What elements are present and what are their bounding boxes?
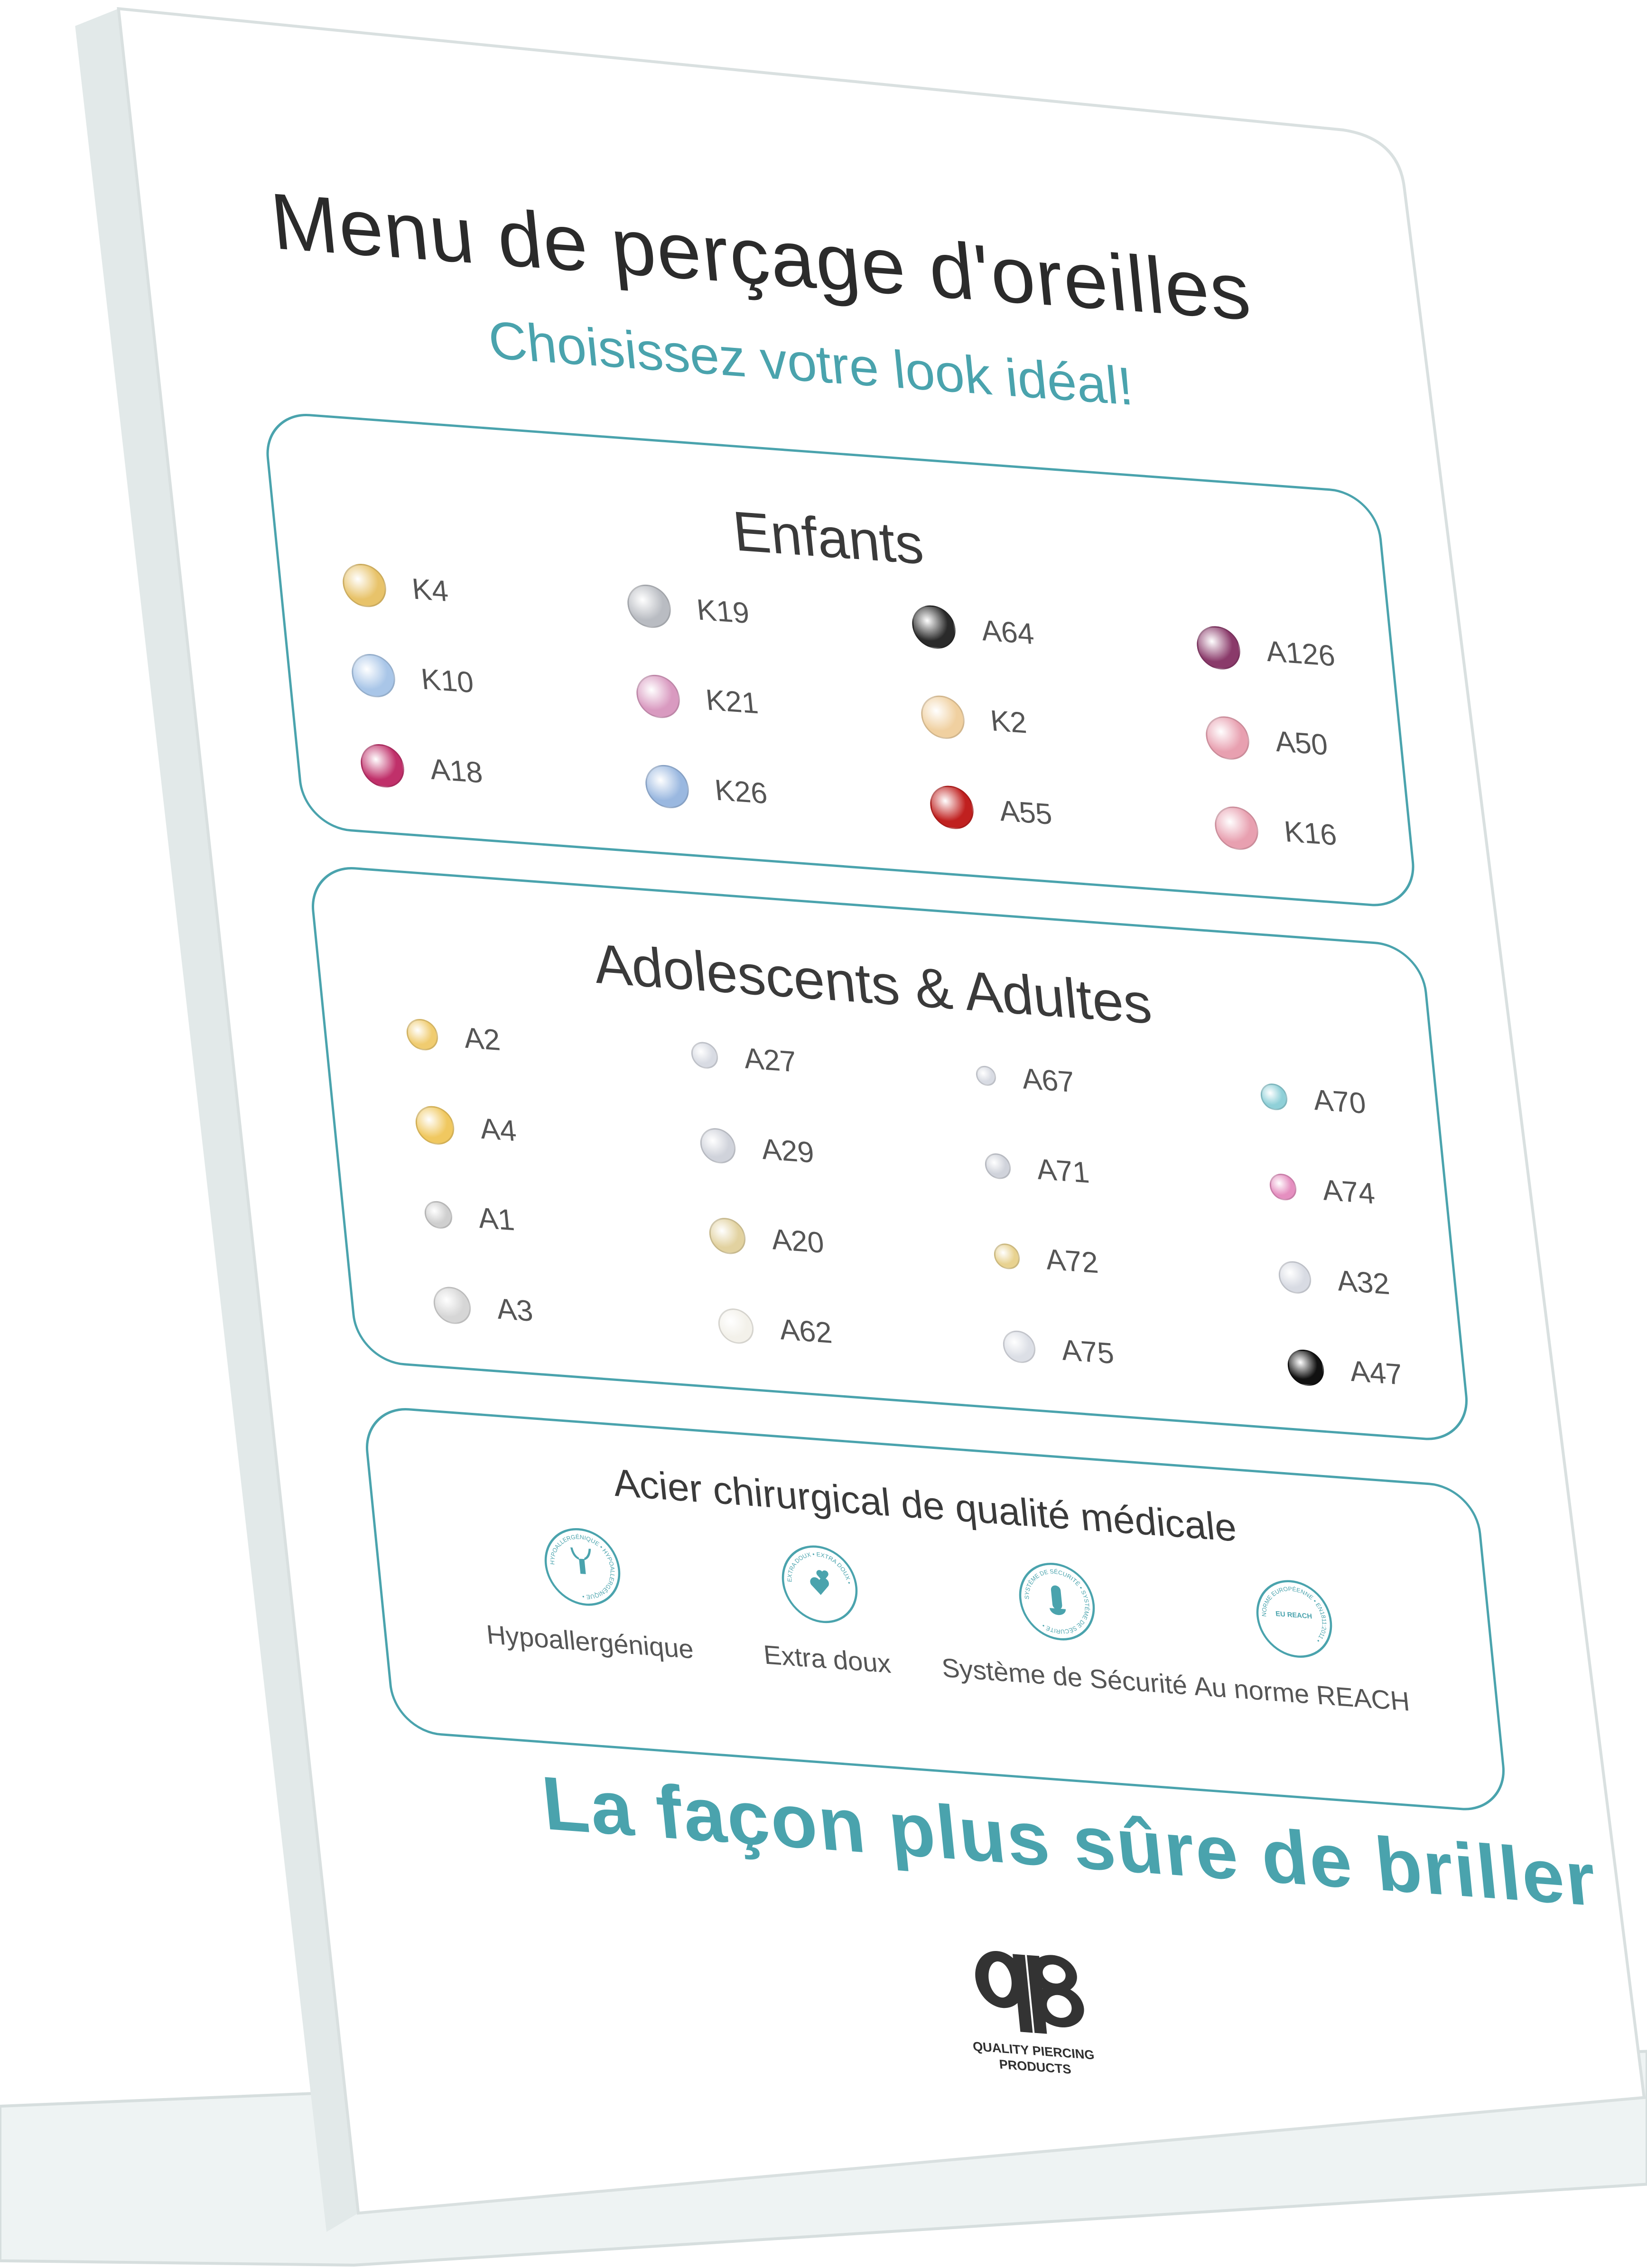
badge-label: Extra doux xyxy=(762,1639,893,1679)
badge-label: Système de Sécurité xyxy=(940,1652,1189,1700)
sign-content: Menu de perçage d'oreilles Choisissez vo… xyxy=(238,173,1600,2155)
item-code: A20 xyxy=(770,1223,826,1260)
item-code: A67 xyxy=(1020,1062,1076,1099)
eu-stars-icon: NORME EUROPÉENNE • EN1811:2011 •EU REACH xyxy=(1256,1580,1332,1658)
bunny-icon xyxy=(919,693,967,740)
hearts-icon: EXTRA DOUX • EXTRA DOUX • xyxy=(782,1545,858,1624)
gold-ball-icon xyxy=(413,1104,456,1146)
item-code: K16 xyxy=(1283,815,1339,852)
crystal-icon xyxy=(690,1041,719,1070)
silver-ball-icon xyxy=(423,1200,454,1230)
crystal-icon xyxy=(698,1127,737,1165)
badge-center-text: EU REACH xyxy=(1275,1610,1312,1621)
item-code: K2 xyxy=(989,704,1028,740)
acrylic-edge xyxy=(75,9,359,2232)
item-code: A29 xyxy=(760,1132,816,1169)
item-code: K4 xyxy=(410,572,450,608)
item-code: K26 xyxy=(713,773,769,810)
item-code: A18 xyxy=(428,753,484,790)
safety-clasp-icon: SYSTÈME DE SÉCURITÉ • SYSTÈME DE SÉCURIT… xyxy=(1019,1562,1095,1641)
item-code: A1 xyxy=(476,1201,516,1237)
item-code: A47 xyxy=(1348,1354,1404,1391)
badge-label: Au norme REACH xyxy=(1192,1671,1411,1717)
flower-icon xyxy=(634,673,682,719)
unicorn-icon xyxy=(1194,624,1243,671)
item-code: A4 xyxy=(478,1112,518,1148)
steel-section: Acier chirurgical de qualité médicale HY… xyxy=(361,1405,1509,1814)
item-code: K10 xyxy=(419,663,475,700)
pink-crystal-icon xyxy=(1268,1173,1298,1202)
black-crystal-icon xyxy=(1286,1348,1326,1387)
flower-icon xyxy=(643,763,691,810)
item-code: A55 xyxy=(998,794,1054,831)
hands-icon: HYPOALLERGÉNIQUE • HYPOALLERGÉNIQUE • xyxy=(544,1528,621,1606)
pearl-icon xyxy=(716,1307,755,1345)
panda-icon xyxy=(910,603,958,650)
certification-badge: HYPOALLERGÉNIQUE • HYPOALLERGÉNIQUE • Hyp… xyxy=(459,1513,710,1666)
flower-icon xyxy=(625,583,673,629)
item-code: A64 xyxy=(980,614,1036,651)
silver-ball-icon xyxy=(432,1285,473,1325)
sign-board xyxy=(117,7,1646,2215)
item-code: A74 xyxy=(1321,1173,1377,1210)
flower-icon xyxy=(1203,714,1252,761)
qp-logo-mark xyxy=(975,1951,1084,2034)
badge-label: Hypoallergénique xyxy=(485,1619,695,1664)
gold-ball-icon xyxy=(405,1017,440,1052)
gold-square-crystal-icon xyxy=(993,1242,1021,1270)
item-code: A3 xyxy=(495,1292,535,1328)
certification-badges: HYPOALLERGÉNIQUE • HYPOALLERGÉNIQUE • Hyp… xyxy=(459,1513,1422,1718)
butterfly-icon xyxy=(358,742,407,789)
square-crystal-icon xyxy=(975,1065,997,1087)
square-crystal-icon xyxy=(1001,1329,1037,1364)
item-code: A27 xyxy=(742,1042,798,1079)
star-crystal-icon xyxy=(1277,1260,1313,1295)
butterfly-icon xyxy=(349,652,398,699)
ladybug-icon xyxy=(928,784,976,831)
adults-section: Adolescents & Adultes A2 A27 A67 A70 A4 A29 A7… xyxy=(307,864,1472,1444)
item-code: A71 xyxy=(1035,1152,1091,1189)
item-code: A75 xyxy=(1060,1333,1116,1370)
certification-badge: EXTRA DOUX • EXTRA DOUX • Extra doux xyxy=(697,1531,948,1683)
square-crystal-icon xyxy=(984,1152,1012,1180)
adults-grid: A2 A27 A67 A70 A4 A29 A71 A74 A1 A20 A72 A32 A3 A62 A7… xyxy=(402,989,1577,1432)
item-code: A32 xyxy=(1335,1264,1391,1301)
brand-logo: QUALITY PIERCING PRODUCTS xyxy=(961,1941,1098,2080)
item-code: A2 xyxy=(462,1021,502,1057)
certification-badge: SYSTÈME DE SÉCURITÉ • SYSTÈME DE SÉCURIT… xyxy=(934,1548,1189,1701)
aqua-crystal-icon xyxy=(1259,1083,1289,1111)
item-code: K21 xyxy=(704,683,760,720)
item-code: A70 xyxy=(1312,1083,1368,1120)
butterfly-icon xyxy=(340,562,389,608)
crystal-gold-icon xyxy=(707,1216,747,1256)
item-code: A62 xyxy=(778,1313,834,1350)
kids-section: Enfants K4 K19 A64 A126 K10 K21 K2 A50 A18 K26 A55… xyxy=(262,411,1419,910)
certification-badge: NORME EUROPÉENNE • EN1811:2011 • EU REACH… xyxy=(1171,1565,1422,1718)
item-code: A126 xyxy=(1265,635,1337,672)
item-code: K19 xyxy=(695,593,751,630)
item-code: A72 xyxy=(1044,1242,1100,1279)
item-code: A50 xyxy=(1274,725,1330,762)
cupcake-icon xyxy=(1212,804,1261,851)
